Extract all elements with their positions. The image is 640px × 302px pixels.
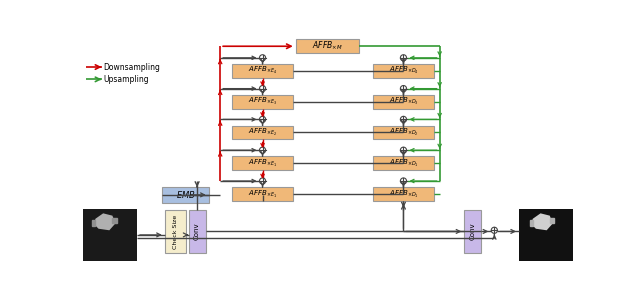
- Circle shape: [259, 116, 266, 123]
- Text: $AFFB_{\times D_1}$: $AFFB_{\times D_1}$: [388, 158, 419, 169]
- FancyBboxPatch shape: [164, 210, 186, 252]
- Circle shape: [259, 178, 266, 184]
- FancyBboxPatch shape: [372, 126, 435, 140]
- Circle shape: [401, 178, 406, 184]
- Circle shape: [401, 85, 406, 92]
- Text: Downsampling: Downsampling: [103, 63, 160, 72]
- Bar: [519, 209, 573, 261]
- Polygon shape: [92, 220, 95, 226]
- Text: $AFFB_{\times D_1}$: $AFFB_{\times D_1}$: [388, 188, 419, 200]
- Circle shape: [259, 147, 266, 153]
- Text: $AFFB_{\times D_2}$: $AFFB_{\times D_2}$: [388, 127, 419, 138]
- Text: $AFFB_{\times E_4}$: $AFFB_{\times E_4}$: [248, 65, 277, 76]
- Text: $AFFB_{\times E_3}$: $AFFB_{\times E_3}$: [248, 96, 277, 107]
- FancyBboxPatch shape: [232, 187, 293, 201]
- FancyBboxPatch shape: [163, 187, 209, 203]
- Text: Conv: Conv: [194, 223, 200, 240]
- FancyBboxPatch shape: [232, 126, 293, 140]
- Text: Upsampling: Upsampling: [103, 75, 148, 84]
- Polygon shape: [530, 220, 533, 226]
- Polygon shape: [94, 213, 115, 230]
- Text: $AFFB_{\times E_1}$: $AFFB_{\times E_1}$: [248, 188, 277, 200]
- FancyBboxPatch shape: [232, 64, 293, 78]
- FancyBboxPatch shape: [232, 156, 293, 170]
- Circle shape: [401, 55, 406, 61]
- FancyBboxPatch shape: [232, 95, 293, 109]
- Text: Check Size: Check Size: [173, 214, 178, 249]
- Circle shape: [492, 227, 497, 233]
- Text: $AFFB_{\times M}$: $AFFB_{\times M}$: [312, 40, 342, 53]
- Text: $AFFB_{\times D_3}$: $AFFB_{\times D_3}$: [388, 96, 419, 107]
- Text: $AFFB_{\times D_4}$: $AFFB_{\times D_4}$: [388, 65, 419, 76]
- Circle shape: [401, 116, 406, 123]
- Text: $AFFB_{\times E_2}$: $AFFB_{\times E_2}$: [248, 127, 277, 138]
- FancyBboxPatch shape: [464, 210, 481, 252]
- Text: $EMB$: $EMB$: [175, 189, 195, 200]
- Circle shape: [259, 85, 266, 92]
- Circle shape: [401, 147, 406, 153]
- Text: $AFFB_{\times E_1}$: $AFFB_{\times E_1}$: [248, 158, 277, 169]
- Circle shape: [259, 55, 266, 61]
- Polygon shape: [531, 213, 553, 230]
- FancyBboxPatch shape: [372, 156, 435, 170]
- FancyBboxPatch shape: [372, 95, 435, 109]
- Text: Conv: Conv: [470, 223, 476, 240]
- Bar: [83, 209, 137, 261]
- Polygon shape: [550, 218, 554, 223]
- Polygon shape: [113, 218, 117, 223]
- FancyBboxPatch shape: [372, 64, 435, 78]
- FancyBboxPatch shape: [372, 187, 435, 201]
- FancyBboxPatch shape: [296, 39, 359, 53]
- FancyBboxPatch shape: [189, 210, 205, 252]
